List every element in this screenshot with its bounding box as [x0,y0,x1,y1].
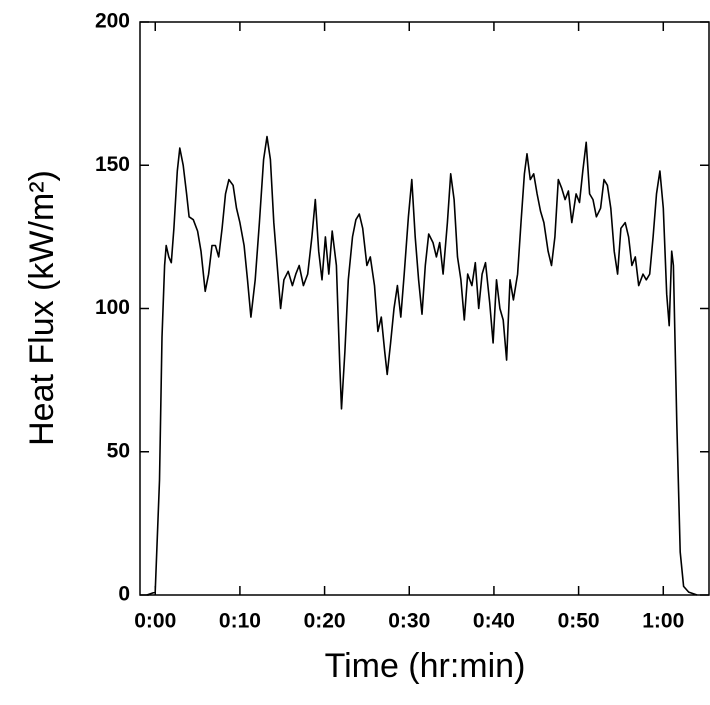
y-tick-label: 100 [95,296,130,319]
x-tick-label: 0:50 [558,610,600,633]
y-tick-label: 0 [118,583,130,606]
x-tick-label: 0:10 [219,610,261,633]
x-tick-label: 0:00 [134,610,176,633]
y-axis-title: Heat Flux (kW/m²) [23,170,61,446]
y-tick-label: 50 [107,439,130,462]
data-line [146,135,698,596]
plot-frame [139,21,710,596]
x-axis-title: Time (hr:min) [325,647,526,685]
y-tick-label: 150 [95,153,130,176]
y-tick-label: 200 [95,10,130,33]
x-tick-label: 0:30 [388,610,430,633]
x-tick-label: 0:20 [304,610,346,633]
x-tick-label: 0:40 [473,610,515,633]
x-tick-label: 1:00 [642,610,684,633]
